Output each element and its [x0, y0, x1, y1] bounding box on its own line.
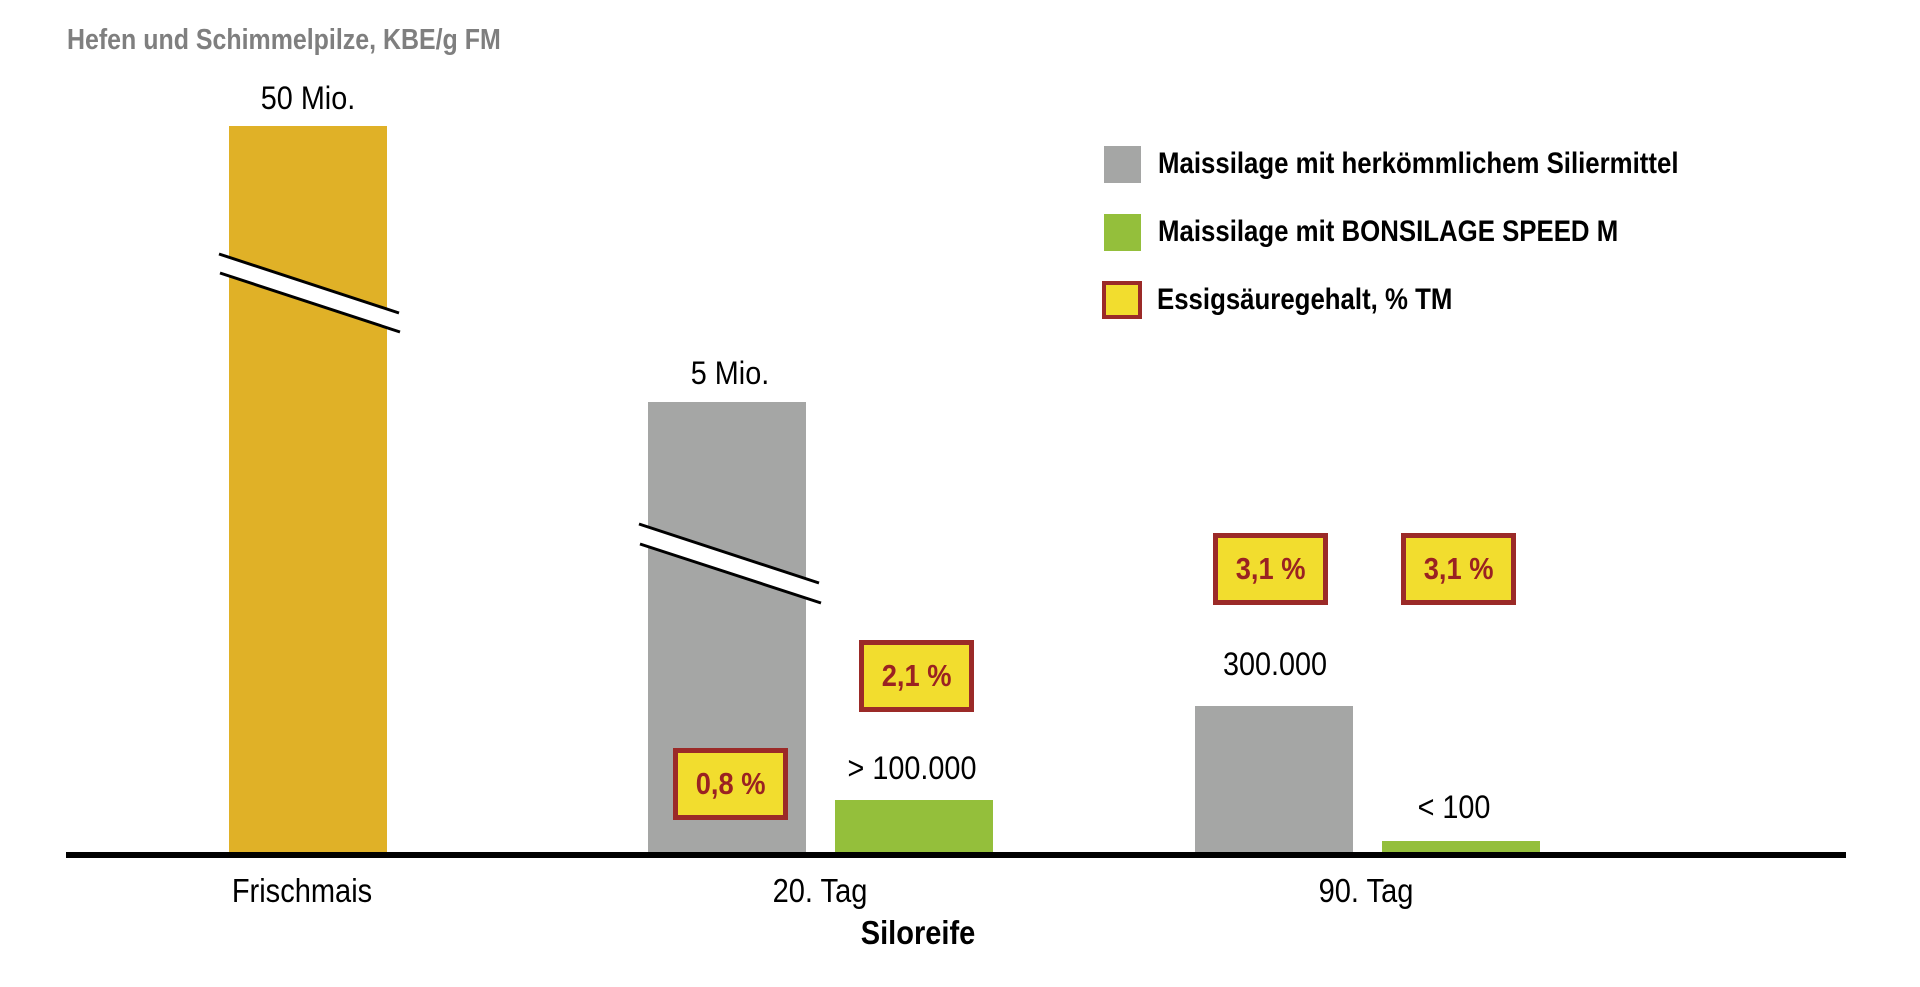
legend-label: Essigsäuregehalt, % TM: [1157, 283, 1453, 316]
x-axis-line: [66, 852, 1846, 858]
x-tick-label-90tag: 90. Tag: [1318, 872, 1414, 909]
bar-20tag-bonsilage: [835, 800, 993, 853]
legend-label: Maissilage mit BONSILAGE SPEED M: [1158, 215, 1619, 248]
legend-label: Maissilage mit herkömmlichem Siliermitte…: [1158, 147, 1679, 180]
x-tick-label-frischmais: Frischmais: [231, 872, 373, 909]
bar-label-20tag-bonsilage: > 100.000: [847, 750, 977, 786]
acid-badge-20tag-conventional: 0,8 %: [673, 748, 788, 820]
yellow-box-red-border-swatch-icon: [1102, 281, 1142, 319]
bar-label-20tag-conventional: 5 Mio.: [690, 355, 770, 391]
legend-item-acid: Essigsäuregehalt, % TM: [1102, 281, 1500, 319]
acid-badge-text: 2,1 %: [881, 658, 952, 693]
gray-square-swatch-icon: [1104, 145, 1141, 183]
acid-badge-90tag-bonsilage: 3,1 %: [1401, 533, 1516, 605]
acid-badge-90tag-conventional: 3,1 %: [1213, 533, 1328, 605]
green-square-swatch-icon: [1104, 213, 1141, 251]
bar-90tag-bonsilage: [1382, 841, 1540, 853]
bar-label-90tag-bonsilage: < 100: [1417, 789, 1491, 825]
bar-label-90tag-conventional: 300.000: [1222, 646, 1328, 682]
bar-frischmais: [229, 126, 387, 853]
x-tick-label-20tag: 20. Tag: [772, 872, 868, 909]
bar-90tag-conventional: [1195, 706, 1353, 853]
x-axis-title: Siloreife: [860, 914, 976, 951]
chart-title: Hefen und Schimmelpilze, KBE/g FM: [67, 24, 501, 56]
acid-badge-20tag-bonsilage: 2,1 %: [859, 640, 974, 712]
legend-item-bonsilage: Maissilage mit BONSILAGE SPEED M: [1104, 213, 1693, 251]
acid-badge-text: 3,1 %: [1423, 551, 1494, 586]
acid-badge-text: 3,1 %: [1235, 551, 1306, 586]
bar-label-frischmais: 50 Mio.: [260, 80, 356, 116]
acid-badge-text: 0,8 %: [695, 766, 766, 801]
legend-item-conventional: Maissilage mit herkömmlichem Siliermitte…: [1104, 145, 1763, 183]
